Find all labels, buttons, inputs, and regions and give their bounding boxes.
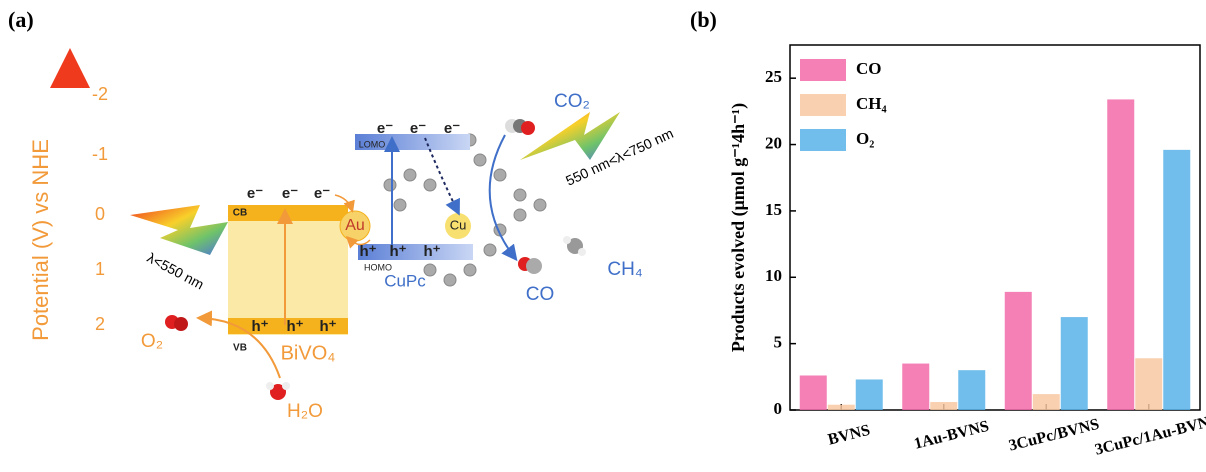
bar [1107,99,1134,410]
bar [1005,292,1032,410]
species-label: H₂O [287,401,323,422]
au-label: Au [345,217,365,234]
material-label: CuPc [384,271,426,290]
y-tick-label: 10 [765,266,782,285]
band-label: LOMO [359,139,386,149]
electron: e⁻ [247,185,263,202]
species-label: CO [526,284,555,305]
legend-swatch [800,94,846,116]
x-tick-label: 3CuPc/BVNS [1007,416,1101,455]
plot-frame [790,45,1200,410]
axis-tick-label: 0 [95,204,105,224]
hole: h⁺ [251,318,268,335]
x-tick-label: 3CuPc/1Au-BVNS [1093,412,1206,459]
bivo4-box [228,205,348,335]
light-label: λ<550 nm [145,249,207,292]
hole: h⁺ [423,243,440,260]
electron: e⁻ [444,120,460,137]
hole: h⁺ [359,243,376,260]
axis-tick-label: -1 [92,144,108,164]
y-tick-label: 25 [765,67,782,86]
legend-swatch [800,129,846,151]
bar [958,370,985,410]
panel-a: (a) Potential (V) vs NHE λ<550 nm 550 nm… [8,7,676,422]
legend-label: O₂ [856,129,874,148]
panel-label: (b) [690,7,717,32]
light-bolt [130,205,228,255]
y-axis-label: Products evolved (μmol g⁻¹4h⁻¹) [728,103,749,352]
figure: (a) Potential (V) vs NHE λ<550 nm 550 nm… [0,0,1206,472]
metal-label: Cu [450,217,467,232]
bar [1061,317,1088,410]
bar [828,405,855,410]
material-label: BiVO₄ [281,342,336,364]
y-tick-label: 0 [774,399,783,418]
y-tick-label: 15 [765,200,782,219]
hole: h⁺ [319,318,336,335]
axis-label: Potential (V) vs NHE [28,139,53,341]
bar [856,379,883,410]
bar [1135,358,1162,410]
hole: h⁺ [389,243,406,260]
reduction-arrow [490,135,515,258]
x-tick-label: 1Au-BVNS [912,418,990,453]
y-tick-label: 20 [765,133,782,152]
electron: e⁻ [314,185,330,202]
light-bolt [520,112,620,160]
axis-tick-label: 2 [95,314,105,334]
bar [800,375,827,410]
x-tick-label: BVNS [826,422,872,449]
bar [930,402,957,410]
legend-swatch [800,59,846,81]
axis-tick-label: 1 [95,259,105,279]
bar [1163,150,1190,410]
species-label: CO₂ [554,91,590,112]
species-label: O₂ [141,331,163,352]
legend-label: CO [856,59,882,78]
panel-b: (b) 0 5 10 15 20 25 Products evolved (μmol g⁻¹… [690,7,1206,459]
bar [1033,394,1060,410]
panel-label: (a) [8,7,34,32]
hole: h⁺ [286,318,303,335]
electron: e⁻ [282,185,298,202]
electron: e⁻ [377,120,393,137]
bar [902,364,929,410]
band-label: CB [233,208,247,219]
band-label: VB [233,343,247,354]
axis-tick-label: -2 [92,84,108,104]
y-tick-label: 5 [774,333,783,352]
legend-label: CH₄ [856,94,887,113]
species-label: CH₄ [607,259,642,280]
electron: e⁻ [410,120,426,137]
